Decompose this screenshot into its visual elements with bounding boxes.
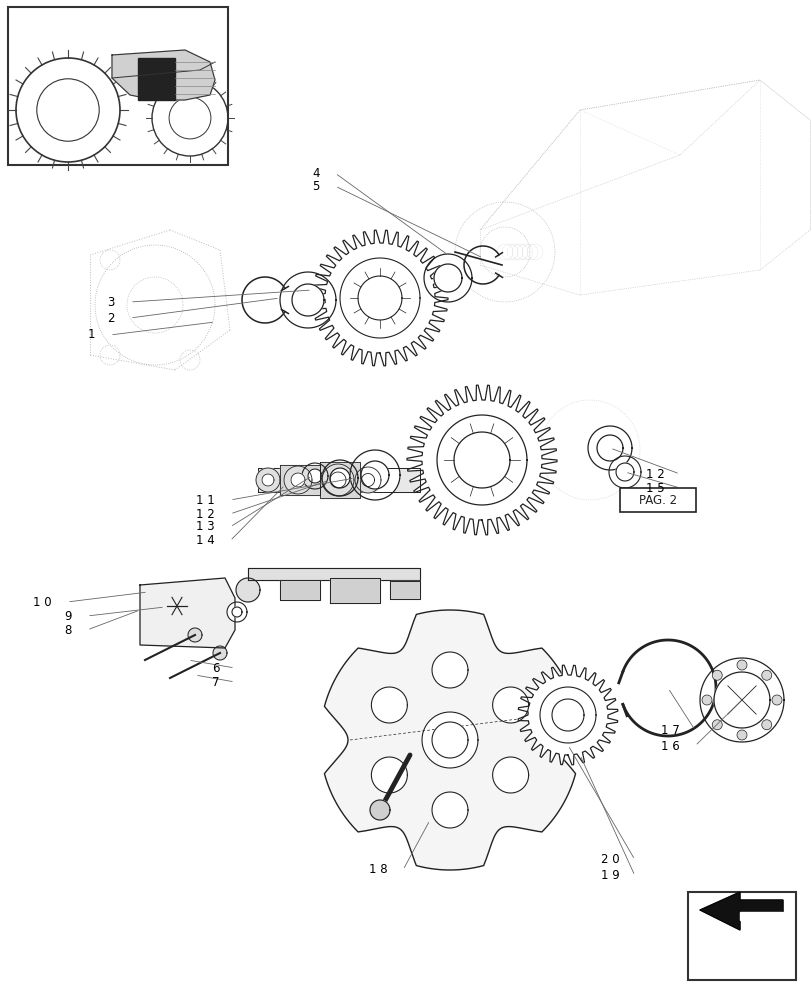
Polygon shape — [423, 254, 471, 302]
Polygon shape — [431, 652, 467, 688]
Circle shape — [771, 695, 781, 705]
Polygon shape — [596, 435, 622, 461]
Circle shape — [761, 670, 770, 680]
Polygon shape — [322, 464, 354, 496]
Polygon shape — [324, 610, 575, 870]
Polygon shape — [138, 58, 175, 100]
Text: 1 2: 1 2 — [646, 468, 664, 481]
Polygon shape — [227, 602, 247, 622]
Polygon shape — [358, 276, 401, 320]
Text: 1 1: 1 1 — [196, 493, 215, 506]
Text: 1 6: 1 6 — [660, 739, 679, 752]
Polygon shape — [280, 465, 320, 495]
Text: 1 5: 1 5 — [646, 482, 664, 494]
Circle shape — [711, 670, 721, 680]
Circle shape — [736, 730, 746, 740]
Polygon shape — [280, 580, 320, 600]
Polygon shape — [370, 800, 389, 820]
Polygon shape — [517, 665, 617, 765]
Polygon shape — [262, 474, 273, 486]
Polygon shape — [212, 646, 227, 660]
Text: 4: 4 — [312, 167, 320, 180]
Polygon shape — [551, 699, 583, 731]
Polygon shape — [431, 722, 467, 758]
Polygon shape — [340, 258, 419, 338]
Polygon shape — [422, 712, 478, 768]
Text: 1 8: 1 8 — [369, 863, 388, 876]
Polygon shape — [739, 912, 782, 920]
Polygon shape — [433, 264, 461, 292]
Text: 1 9: 1 9 — [600, 869, 620, 882]
Text: 8: 8 — [65, 624, 72, 636]
Polygon shape — [371, 757, 407, 793]
Polygon shape — [290, 473, 305, 487]
Polygon shape — [350, 450, 400, 500]
Polygon shape — [587, 426, 631, 470]
Circle shape — [761, 720, 770, 730]
Polygon shape — [236, 578, 260, 602]
Text: 1 0: 1 0 — [33, 595, 52, 608]
Polygon shape — [258, 468, 419, 492]
Polygon shape — [188, 628, 202, 642]
Circle shape — [711, 720, 721, 730]
Polygon shape — [112, 50, 215, 100]
Polygon shape — [406, 385, 556, 535]
Polygon shape — [608, 456, 640, 488]
Bar — [8, 7, 228, 165]
Circle shape — [736, 660, 746, 670]
Text: 9: 9 — [64, 609, 72, 622]
Polygon shape — [539, 687, 595, 743]
Text: 2: 2 — [107, 312, 115, 324]
Polygon shape — [322, 460, 358, 496]
Polygon shape — [247, 568, 419, 580]
Polygon shape — [302, 463, 328, 489]
Polygon shape — [371, 687, 407, 723]
Text: 2 0: 2 0 — [601, 853, 620, 866]
Text: PAG. 2: PAG. 2 — [638, 493, 676, 506]
Polygon shape — [311, 230, 448, 366]
Polygon shape — [389, 581, 419, 599]
Polygon shape — [329, 578, 380, 602]
Polygon shape — [361, 474, 374, 486]
Polygon shape — [699, 658, 783, 742]
Polygon shape — [139, 578, 234, 648]
Polygon shape — [329, 468, 350, 488]
Text: 1: 1 — [88, 328, 95, 342]
Polygon shape — [436, 415, 526, 505]
Polygon shape — [361, 461, 388, 489]
Text: 7: 7 — [212, 676, 220, 688]
Polygon shape — [354, 467, 380, 493]
Bar — [620, 488, 695, 512]
Polygon shape — [255, 468, 280, 492]
Polygon shape — [453, 432, 509, 488]
Text: 1 4: 1 4 — [196, 534, 215, 548]
Polygon shape — [232, 607, 242, 617]
Polygon shape — [616, 463, 633, 481]
Bar — [687, 892, 795, 980]
Polygon shape — [307, 469, 322, 483]
Text: 1 2: 1 2 — [196, 508, 215, 520]
Circle shape — [702, 695, 711, 705]
Polygon shape — [280, 272, 336, 328]
Polygon shape — [699, 892, 782, 930]
Text: 5: 5 — [312, 180, 320, 193]
Text: 1 3: 1 3 — [196, 520, 215, 534]
Text: 6: 6 — [212, 662, 220, 674]
Polygon shape — [320, 462, 359, 498]
Text: 3: 3 — [108, 296, 115, 308]
Polygon shape — [329, 472, 345, 488]
Polygon shape — [492, 757, 528, 793]
Polygon shape — [492, 687, 528, 723]
Text: 1 7: 1 7 — [660, 723, 679, 736]
Polygon shape — [292, 284, 324, 316]
Polygon shape — [284, 466, 311, 494]
Polygon shape — [431, 792, 467, 828]
Polygon shape — [713, 672, 769, 728]
